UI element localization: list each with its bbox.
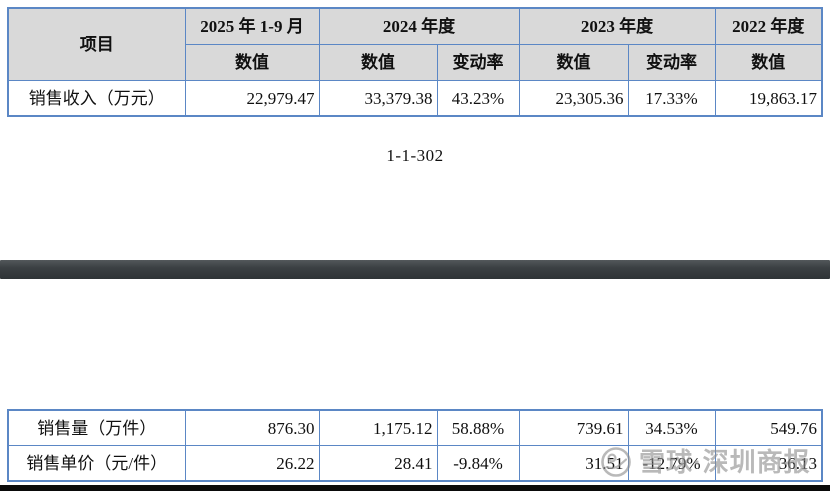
revenue-table: 项目 2025 年 1-9 月 2024 年度 2023 年度 2022 年度 … — [7, 7, 823, 117]
row-label-sales-volume: 销售量（万件） — [7, 409, 186, 446]
page-separator-bar — [0, 260, 830, 279]
cell-volume-rate-2024: 58.88% — [436, 409, 520, 446]
cell-price-2022: 36.13 — [714, 445, 823, 482]
subheader-rate-2023: 变动率 — [627, 44, 716, 81]
row-label-unit-price: 销售单价（元/件） — [7, 445, 186, 482]
subheader-value-2022: 数值 — [714, 44, 823, 81]
table-row: 销售单价（元/件） 26.22 28.41 -9.84% 31.51 -12.7… — [7, 445, 823, 482]
bottom-separator-bar — [0, 485, 830, 491]
cell-revenue-2025: 22,979.47 — [184, 80, 320, 117]
col-header-2024: 2024 年度 — [318, 7, 520, 45]
cell-volume-2023: 739.61 — [518, 409, 629, 446]
table-row: 销售收入（万元） 22,979.47 33,379.38 43.23% 23,3… — [7, 80, 823, 117]
col-header-2025: 2025 年 1-9 月 — [184, 7, 320, 45]
cell-revenue-rate-2024: 43.23% — [436, 80, 520, 117]
cell-price-2024: 28.41 — [318, 445, 438, 482]
sales-volume-price-table: 销售量（万件） 876.30 1,175.12 58.88% 739.61 34… — [7, 409, 823, 482]
cell-volume-2024: 1,175.12 — [318, 409, 438, 446]
cell-price-rate-2024: -9.84% — [436, 445, 520, 482]
cell-price-2023: 31.51 — [518, 445, 629, 482]
cell-price-rate-2023: -12.79% — [627, 445, 716, 482]
row-label-sales-revenue: 销售收入（万元） — [7, 80, 186, 117]
subheader-rate-2024: 变动率 — [436, 44, 520, 81]
cell-revenue-2024: 33,379.38 — [318, 80, 438, 117]
cell-volume-rate-2023: 34.53% — [627, 409, 716, 446]
page-number: 1-1-302 — [386, 146, 444, 165]
col-header-2023: 2023 年度 — [518, 7, 716, 45]
cell-volume-2022: 549.76 — [714, 409, 823, 446]
cell-price-2025: 26.22 — [184, 445, 320, 482]
col-header-item: 项目 — [7, 7, 186, 81]
subheader-value-2024: 数值 — [318, 44, 438, 81]
cell-volume-2025: 876.30 — [184, 409, 320, 446]
cell-revenue-2022: 19,863.17 — [714, 80, 823, 117]
cell-revenue-rate-2023: 17.33% — [627, 80, 716, 117]
subheader-value-2023: 数值 — [518, 44, 629, 81]
col-header-2022: 2022 年度 — [714, 7, 823, 45]
table-row: 销售量（万件） 876.30 1,175.12 58.88% 739.61 34… — [7, 409, 823, 446]
subheader-value-2025: 数值 — [184, 44, 320, 81]
cell-revenue-2023: 23,305.36 — [518, 80, 629, 117]
